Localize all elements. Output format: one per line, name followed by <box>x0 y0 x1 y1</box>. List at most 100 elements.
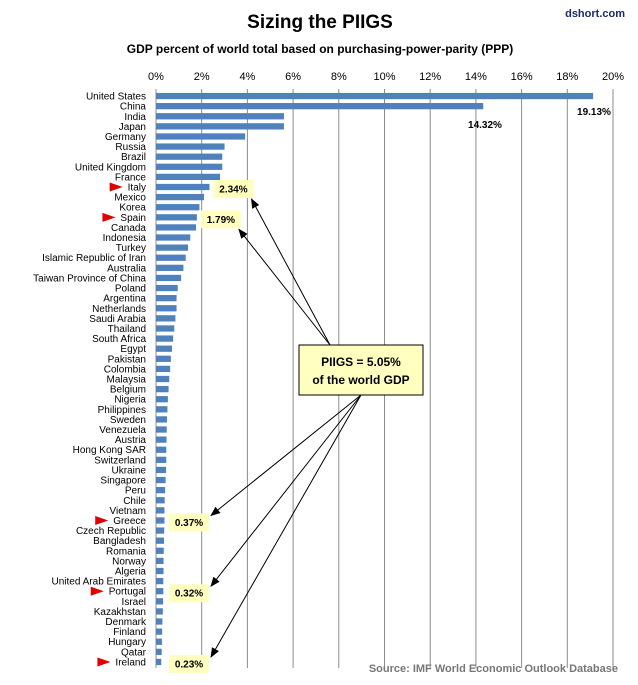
bar-switzerland <box>156 456 167 463</box>
bar-indonesia <box>156 234 191 241</box>
category-label-spain: Spain <box>120 213 146 224</box>
bars <box>156 92 594 666</box>
category-label-brazil: Brazil <box>121 152 146 163</box>
category-label-belgium: Belgium <box>110 385 146 396</box>
bar-islamic-republic-of-iran <box>156 254 186 261</box>
bar-ukraine <box>156 466 167 474</box>
piigs-callout-line1: PIIGS = 5.05% <box>321 355 401 369</box>
flag-icon <box>90 586 104 596</box>
callout-arrow-italy <box>250 198 331 346</box>
category-label-japan: Japan <box>119 122 146 133</box>
bar-japan <box>156 123 284 130</box>
category-label-australia: Australia <box>107 263 146 274</box>
category-label-islamic-republic-of-iran: Islamic Republic of Iran <box>42 253 146 264</box>
callout-arrow-greece <box>210 394 362 517</box>
x-tick-label: 8% <box>331 71 347 83</box>
category-label-colombia: Colombia <box>104 364 147 375</box>
bar-portugal <box>156 588 164 595</box>
category-label-saudi-arabia: Saudi Arabia <box>89 314 146 325</box>
bar-austria <box>156 436 167 443</box>
bar-czech-republic <box>156 527 165 534</box>
callout-box <box>200 210 241 229</box>
callout-portugal: 0.32% <box>169 584 209 603</box>
x-tick-label: 6% <box>285 71 301 83</box>
bar-ireland <box>156 658 162 666</box>
category-label-netherlands: Netherlands <box>92 304 146 315</box>
category-label-vietnam: Vietnam <box>109 506 146 517</box>
callout-arrow-ireland <box>210 394 362 658</box>
bar-colombia <box>156 365 171 373</box>
bar-israel <box>156 598 164 605</box>
bar-belgium <box>156 385 169 393</box>
callout-box <box>169 584 209 603</box>
callout-label-spain: 1.79% <box>207 215 235 226</box>
category-label-czech-republic: Czech Republic <box>76 526 146 537</box>
callout-label-ireland: 0.23% <box>175 659 203 670</box>
bar-canada <box>156 224 196 231</box>
category-label-bangladesh: Bangladesh <box>93 536 146 547</box>
category-label-austria: Austria <box>115 435 147 446</box>
bar-philippines <box>156 406 168 413</box>
category-label-philippines: Philippines <box>98 405 146 416</box>
category-label-argentina: Argentina <box>103 294 146 305</box>
bar-germany <box>156 133 246 140</box>
bar-france <box>156 173 220 181</box>
category-label-italy: Italy <box>128 183 146 194</box>
category-label-hong-kong-sar: Hong Kong SAR <box>73 445 146 456</box>
bar-india <box>156 113 284 120</box>
bar-kazakhstan <box>156 608 163 615</box>
category-label-romania: Romania <box>106 546 146 557</box>
bar-china <box>156 103 484 110</box>
category-label-united-states: United States <box>86 92 146 103</box>
data-label-united-states: 19.13% <box>577 107 611 118</box>
category-label-denmark: Denmark <box>105 617 147 628</box>
bar-norway <box>156 557 164 565</box>
x-tick-label: 0% <box>148 71 164 83</box>
category-label-greece: Greece <box>113 516 146 527</box>
category-label-malaysia: Malaysia <box>107 375 147 386</box>
bar-brazil <box>156 153 223 160</box>
x-tick-label: 4% <box>239 71 255 83</box>
bar-sweden <box>156 416 167 423</box>
x-tick-label: 14% <box>465 71 487 83</box>
credit-label: dshort.com <box>565 8 625 20</box>
callout-spain: 1.79% <box>200 210 241 229</box>
flag-icon <box>97 657 111 667</box>
flag-icon <box>95 515 109 525</box>
data-labels: 19.13% 14.32% 2.34% 1.79% 0.37% 0.32% 0.23% <box>169 107 611 673</box>
category-label-ukraine: Ukraine <box>112 465 147 476</box>
x-tick-label: 18% <box>556 71 578 83</box>
category-label-finland: Finland <box>113 627 146 638</box>
category-label-mexico: Mexico <box>114 193 146 204</box>
bar-australia <box>156 264 184 271</box>
bar-united-states <box>156 92 594 100</box>
callout-label-italy: 2.34% <box>219 185 247 196</box>
category-label-indonesia: Indonesia <box>103 233 147 244</box>
x-tick-label: 10% <box>373 71 395 83</box>
bar-greece <box>156 517 165 524</box>
bar-romania <box>156 547 164 554</box>
bar-nigeria <box>156 396 168 403</box>
bar-chile <box>156 497 165 504</box>
category-label-france: France <box>115 172 147 183</box>
category-label-russia: Russia <box>115 142 146 153</box>
category-label-peru: Peru <box>125 486 146 497</box>
bar-united-kingdom <box>156 163 223 170</box>
bar-thailand <box>156 325 175 332</box>
bar-malaysia <box>156 375 170 383</box>
bar-saudi-arabia <box>156 315 176 322</box>
bar-hong-kong-sar <box>156 446 167 453</box>
category-label-canada: Canada <box>111 223 146 234</box>
category-label-thailand: Thailand <box>108 324 146 335</box>
category-label-venezuela: Venezuela <box>99 425 146 436</box>
callout-greece: 0.37% <box>169 513 209 532</box>
category-label-kazakhstan: Kazakhstan <box>94 607 146 618</box>
callout-italy: 2.34% <box>213 180 254 198</box>
bar-mexico <box>156 193 204 201</box>
category-label-turkey: Turkey <box>116 243 146 254</box>
bar-peru <box>156 487 166 494</box>
bar-united-arab-emirates <box>156 577 164 585</box>
callout-label-portugal: 0.32% <box>175 589 203 600</box>
bar-hungary <box>156 638 162 645</box>
category-label-israel: Israel <box>122 597 146 608</box>
